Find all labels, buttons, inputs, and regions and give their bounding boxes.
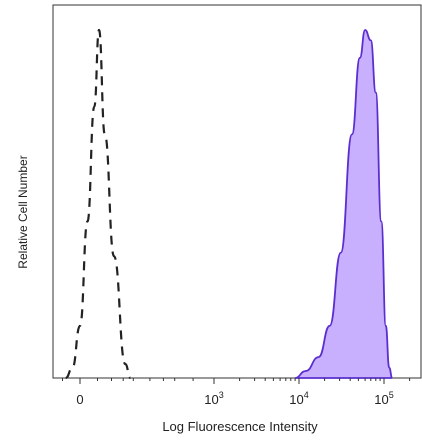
x-tick-label: 104 (289, 390, 308, 407)
y-axis-label: Relative Cell Number (16, 155, 30, 268)
x-axis-label: Log Fluorescence Intensity (162, 419, 318, 434)
x-tick-label: 103 (204, 390, 223, 407)
isotype-control-histogram (65, 28, 132, 380)
stained-sample-histogram (294, 29, 394, 379)
plot-frame (52, 4, 422, 379)
x-tick-label: 0 (76, 392, 83, 407)
x-tick-label: 105 (374, 390, 393, 407)
